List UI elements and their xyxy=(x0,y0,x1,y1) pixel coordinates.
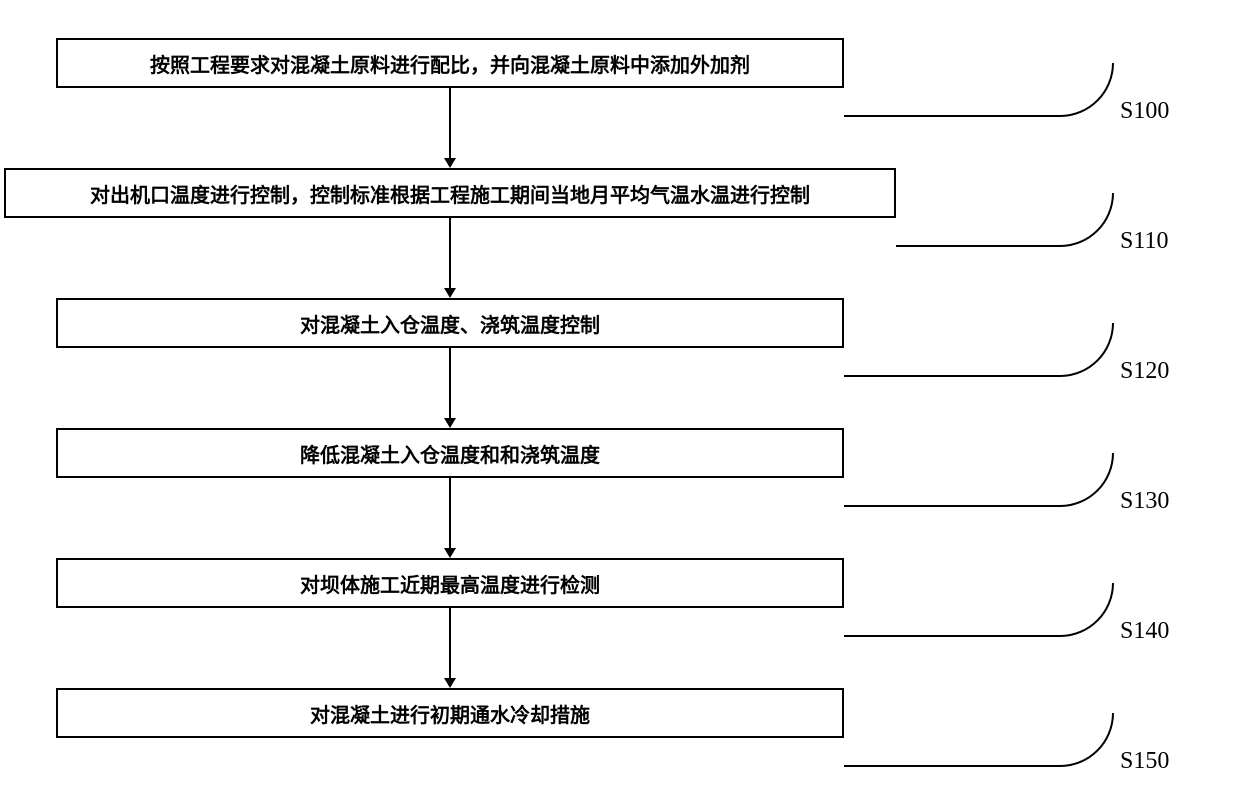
arrow-head-5 xyxy=(444,678,456,688)
node-text: 降低混凝土入仓温度和和浇筑温度 xyxy=(300,439,600,468)
flow-node-s140: 对坝体施工近期最高温度进行检测 xyxy=(56,558,844,608)
arrow-3 xyxy=(449,348,451,418)
arrow-head-3 xyxy=(444,418,456,428)
connector-s130 xyxy=(844,453,1114,507)
connector-s110 xyxy=(896,193,1114,247)
node-text: 按照工程要求对混凝土原料进行配比，并向混凝土原料中添加外加剂 xyxy=(150,49,750,78)
step-label-s140: S140 xyxy=(1120,618,1169,645)
arrow-1 xyxy=(449,88,451,158)
step-label-s110: S110 xyxy=(1120,228,1168,255)
arrow-5 xyxy=(449,608,451,678)
step-label-s120: S120 xyxy=(1120,358,1169,385)
flow-node-s150: 对混凝土进行初期通水冷却措施 xyxy=(56,688,844,738)
arrow-head-4 xyxy=(444,548,456,558)
node-text: 对混凝土进行初期通水冷却措施 xyxy=(310,699,590,728)
flow-node-s130: 降低混凝土入仓温度和和浇筑温度 xyxy=(56,428,844,478)
step-label-s100: S100 xyxy=(1120,98,1169,125)
flowchart-container: 按照工程要求对混凝土原料进行配比，并向混凝土原料中添加外加剂 S100 对出机口… xyxy=(0,20,1239,783)
arrow-head-1 xyxy=(444,158,456,168)
arrow-2 xyxy=(449,218,451,288)
flow-node-s120: 对混凝土入仓温度、浇筑温度控制 xyxy=(56,298,844,348)
connector-s100 xyxy=(844,63,1114,117)
node-text: 对混凝土入仓温度、浇筑温度控制 xyxy=(300,309,600,338)
node-text: 对出机口温度进行控制，控制标准根据工程施工期间当地月平均气温水温进行控制 xyxy=(90,179,810,208)
arrow-4 xyxy=(449,478,451,548)
flow-node-s110: 对出机口温度进行控制，控制标准根据工程施工期间当地月平均气温水温进行控制 xyxy=(4,168,896,218)
connector-s150 xyxy=(844,713,1114,767)
step-label-s130: S130 xyxy=(1120,488,1169,515)
arrow-head-2 xyxy=(444,288,456,298)
flow-node-s100: 按照工程要求对混凝土原料进行配比，并向混凝土原料中添加外加剂 xyxy=(56,38,844,88)
connector-s140 xyxy=(844,583,1114,637)
node-text: 对坝体施工近期最高温度进行检测 xyxy=(300,569,600,598)
step-label-s150: S150 xyxy=(1120,748,1169,775)
connector-s120 xyxy=(844,323,1114,377)
